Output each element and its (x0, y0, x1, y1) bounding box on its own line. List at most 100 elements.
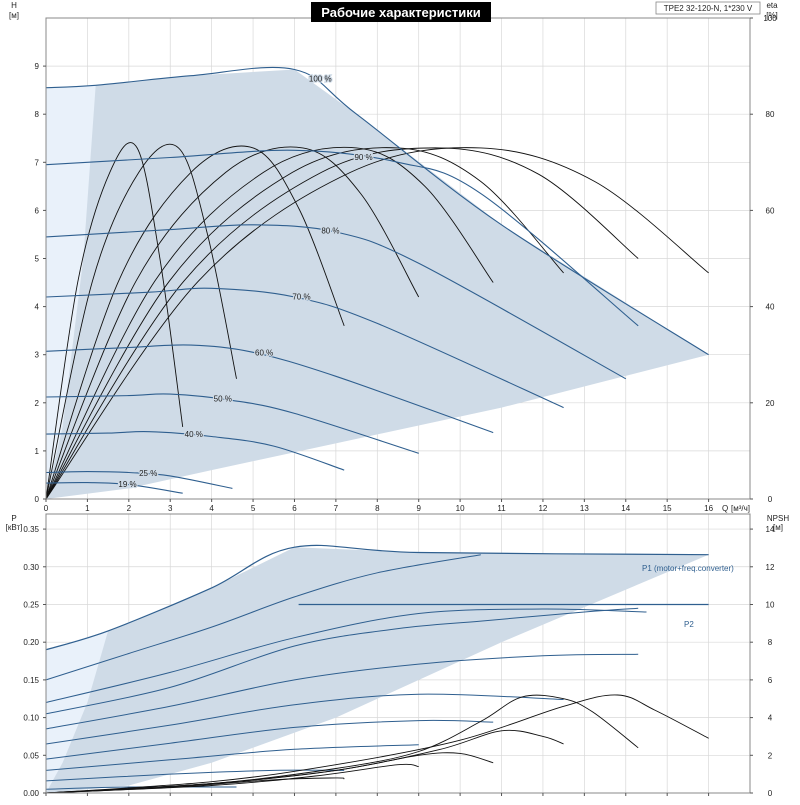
head-x-tick-label: 9 (416, 504, 421, 513)
npsh-curve (45, 752, 494, 794)
speed-curve-label: 100 % (309, 74, 332, 83)
npsh-axis-name: NPSH (767, 514, 789, 523)
head-left-tick-label: 3 (35, 351, 40, 360)
npsh-axis-unit: [м] (773, 523, 783, 532)
efficiency-curve (45, 143, 237, 500)
speed-curve-label: 40 % (185, 430, 203, 439)
head-left-tick-label: 9 (35, 62, 40, 71)
power-left-tick-label: 0.35 (23, 525, 39, 534)
head-x-tick-label: 15 (663, 504, 672, 513)
efficiency-curve (45, 146, 494, 500)
speed-curve (45, 287, 564, 409)
npsh-curve (45, 694, 709, 794)
power-right-tick-label: 8 (768, 638, 773, 647)
speed-curve-label: 60 % (255, 348, 273, 357)
flow-axis-unit: [м³/ч] (731, 504, 750, 513)
efficiency-curve (45, 147, 564, 500)
head-axis-name: H (11, 1, 17, 10)
speed-curve-label: 19 % (118, 480, 136, 489)
head-x-tick-label: 5 (251, 504, 256, 513)
speed-curve (45, 431, 345, 471)
power-left-tick-label: 0.20 (23, 638, 39, 647)
speed-curve (45, 393, 419, 454)
power-axis-unit: [кВт] (6, 523, 23, 532)
head-right-tick-label: 0 (768, 495, 773, 504)
head-axis-unit: [м] (9, 11, 19, 20)
head-left-tick-label: 1 (35, 447, 40, 456)
eta-axis-unit: [%] (766, 11, 778, 20)
head-left-tick-label: 5 (35, 255, 40, 264)
head-right-tick-label: 20 (766, 399, 775, 408)
speed-curve (45, 149, 639, 327)
head-left-tick-label: 7 (35, 158, 40, 167)
flow-axis-name: Q (722, 504, 728, 513)
npsh-curve (45, 777, 345, 794)
pump-label: TPE2 32-120-N, 1*230 V (664, 4, 753, 13)
head-plot: 100 %90 %80 %70 %60 %50 %40 %25 %19 %012… (9, 1, 778, 513)
power-curve (45, 786, 237, 790)
speed-curve (45, 66, 709, 356)
speed-curve-label: 80 % (321, 227, 339, 236)
power-curve (45, 719, 494, 760)
head-left-tick-label: 4 (35, 303, 40, 312)
head-low-flow-area (46, 85, 96, 500)
head-x-tick-label: 7 (334, 504, 339, 513)
title-background (311, 2, 491, 22)
head-right-tick-label: 80 (766, 110, 775, 119)
efficiency-curve (45, 145, 345, 500)
efficiency-curve (45, 146, 420, 500)
head-x-tick-label: 1 (85, 504, 90, 513)
power-left-tick-label: 0.00 (23, 789, 39, 798)
power-right-tick-label: 2 (768, 751, 773, 760)
power-curve (45, 693, 564, 745)
head-left-tick-label: 6 (35, 206, 40, 215)
head-x-tick-label: 10 (456, 504, 465, 513)
head-x-tick-label: 8 (375, 504, 380, 513)
efficiency-curve (45, 142, 184, 500)
power-plot: P1 (motor+freq.converter) P2 0.00 0.05 0.10 0… (6, 513, 789, 798)
speed-curve (45, 471, 233, 489)
eta-axis-name: eta (766, 1, 778, 10)
head-left-tick-label: 2 (35, 399, 40, 408)
power-right-tick-label: 0 (768, 789, 773, 798)
power-left-tick-label: 0.25 (23, 600, 39, 609)
head-x-tick-label: 14 (621, 504, 630, 513)
power-curve (45, 554, 481, 681)
head-x-tick-label: 6 (292, 504, 297, 513)
power-left-tick-label: 0.30 (23, 563, 39, 572)
speed-curve-label: 90 % (354, 153, 372, 162)
head-right-tick-label: 100 (763, 14, 777, 23)
power-right-tick-label: 10 (766, 600, 775, 609)
power-right-tick-label: 6 (768, 676, 773, 685)
chart-title: Рабочие характеристики (321, 5, 481, 20)
head-x-tick-label: 11 (497, 504, 506, 513)
speed-curve (45, 224, 627, 380)
head-x-tick-label: 12 (538, 504, 547, 513)
p1-label: P1 (motor+freq.converter) (642, 564, 734, 573)
power-left-tick-label: 0.05 (23, 751, 39, 760)
head-left-tick-label: 0 (35, 495, 40, 504)
speed-curve-label: 70 % (292, 293, 310, 302)
head-operating-area (46, 69, 709, 499)
power-curve (45, 769, 345, 782)
power-left-tick-label: 0.10 (23, 714, 39, 723)
power-left-tick-label: 0.15 (23, 676, 39, 685)
head-x-tick-label: 0 (44, 504, 49, 513)
power-right-tick-label: 4 (768, 714, 773, 723)
p2-label: P2 (684, 620, 694, 629)
power-low-flow-area (46, 630, 109, 793)
speed-curve-label: 50 % (214, 394, 232, 403)
head-x-tick-label: 2 (127, 504, 132, 513)
head-x-tick-label: 3 (168, 504, 173, 513)
power-curve (45, 653, 639, 730)
power-curve (45, 607, 639, 715)
speed-curve (45, 482, 183, 494)
pump-label-box (655, 1, 761, 15)
head-x-tick-label: 16 (704, 504, 713, 513)
head-right-tick-label: 60 (766, 206, 775, 215)
head-x-tick-label: 13 (580, 504, 589, 513)
power-right-tick-label: 12 (766, 563, 775, 572)
head-x-tick-label: 4 (209, 504, 214, 513)
speed-curve (45, 344, 494, 434)
